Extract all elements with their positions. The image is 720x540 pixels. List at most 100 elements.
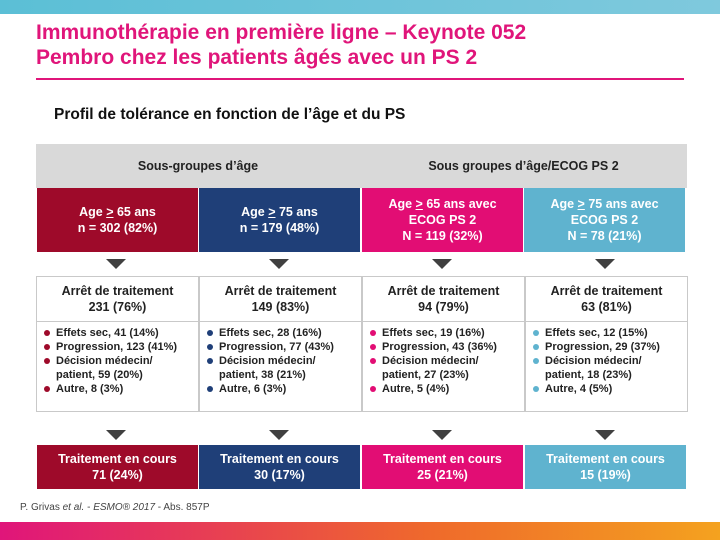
bullet-icon [533,344,539,350]
citation-abstract: - Abs. 857P [155,502,210,513]
stop-label: Arrêt de traitement [61,284,174,298]
header-age-subgroups: Sous-groupes d’âge [36,144,360,188]
bullet-icon [533,358,539,364]
group-age-comparator: > [268,205,276,219]
group-box-age75-ps2: Age > 75 ans avec ECOG PS 2 N = 78 (21%) [524,188,685,252]
reason-text: Progression, 29 (37%) [545,341,660,353]
down-arrow-icon [432,430,452,440]
group-age-threshold: 75 ans avec [584,197,659,211]
bottom-accent-bar [0,522,720,540]
group-box-age65: Age > 65 ans n = 302 (82%) [37,188,198,252]
ongoing-treatment-box: Traitement en cours 71 (24%) [37,445,198,489]
group-age-prefix: Age [79,205,107,219]
ongoing-value: 15 (19%) [580,468,631,482]
ongoing-value: 25 (21%) [417,468,468,482]
reason-text: Effets sec, 19 (16%) [382,327,485,339]
group-box-age65-ps2: Age > 65 ans avec ECOG PS 2 N = 119 (32%… [362,188,523,252]
down-arrow-icon [595,430,615,440]
bullet-icon [44,358,50,364]
title-line-1: Immunothérapie en première ligne – Keyno… [36,21,527,44]
citation-journal: ESMO® 2017 [93,502,156,513]
reason-text: Autre, 5 (4%) [382,383,450,395]
ongoing-treatment-box: Traitement en cours 30 (17%) [199,445,360,489]
bullet-icon [207,358,213,364]
list-item: Progression, 29 (37%) [533,340,683,354]
list-item: Progression, 77 (43%) [207,340,357,354]
bullet-icon [370,344,376,350]
bullet-icon [44,386,50,392]
stop-reasons-list: Effets sec, 19 (16%) Progression, 43 (36… [362,322,525,412]
stop-label: Arrêt de traitement [550,284,663,298]
citation-etal: et al. [62,502,85,513]
reason-text: Décision médecin/ patient, 38 (21%) [219,355,316,381]
group-age-prefix: Age [388,197,416,211]
reason-text: Effets sec, 28 (16%) [219,327,322,339]
ongoing-label: Traitement en cours [383,452,502,466]
stop-value: 63 (81%) [581,300,632,314]
treatment-stop-box: Arrêt de traitement 149 (83%) [199,276,362,322]
title-line-2: Pembro chez les patients âgés avec un PS… [36,46,478,69]
treatment-stop-box: Arrêt de traitement 231 (76%) [36,276,199,322]
reason-text: Effets sec, 12 (15%) [545,327,648,339]
ongoing-value: 30 (17%) [254,468,305,482]
group-age-comparator: > [415,197,423,211]
group-n: n = 302 (82%) [77,221,158,235]
down-arrow-icon [106,430,126,440]
ongoing-treatment-box: Traitement en cours 25 (21%) [362,445,523,489]
stop-label: Arrêt de traitement [224,284,337,298]
reason-text: Progression, 123 (41%) [56,341,178,353]
down-arrow-icon [106,259,126,269]
ongoing-label: Traitement en cours [546,452,665,466]
bullet-icon [370,386,376,392]
reason-text: Autre, 6 (3%) [219,383,287,395]
list-item: Décision médecin/ patient, 38 (21%) [207,354,357,382]
reason-text: Décision médecin/ patient, 27 (23%) [382,355,479,381]
reason-text: Décision médecin/ patient, 18 (23%) [545,355,642,381]
list-item: Effets sec, 28 (16%) [207,326,357,340]
list-item: Décision médecin/ patient, 59 (20%) [44,354,194,382]
citation: P. Grivas et al. - ESMO® 2017 - Abs. 857… [20,502,210,513]
list-item: Effets sec, 12 (15%) [533,326,683,340]
group-n: N = 78 (21%) [567,229,642,243]
ongoing-treatment-box: Traitement en cours 15 (19%) [525,445,686,489]
title-divider [36,78,684,80]
list-item: Décision médecin/ patient, 18 (23%) [533,354,683,382]
bullet-icon [370,330,376,336]
bullet-icon [533,386,539,392]
ongoing-label: Traitement en cours [58,452,177,466]
list-item: Autre, 4 (5%) [533,382,683,396]
bullet-icon [370,358,376,364]
list-item: Décision médecin/ patient, 27 (23%) [370,354,520,382]
list-item: Autre, 6 (3%) [207,382,357,396]
list-item: Progression, 123 (41%) [44,340,194,354]
group-n: n = 179 (48%) [239,221,320,235]
group-age-threshold: 75 ans [275,205,318,219]
citation-separator: - [84,502,94,513]
reason-text: Effets sec, 41 (14%) [56,327,159,339]
group-age-prefix: Age [241,205,269,219]
down-arrow-icon [269,430,289,440]
down-arrow-icon [269,259,289,269]
ongoing-label: Traitement en cours [220,452,339,466]
stop-value: 231 (76%) [88,300,147,314]
group-n: N = 119 (32%) [402,229,483,243]
list-item: Autre, 5 (4%) [370,382,520,396]
reason-text: Décision médecin/ patient, 59 (20%) [56,355,153,381]
reason-text: Progression, 43 (36%) [382,341,497,353]
treatment-stop-box: Arrêt de traitement 63 (81%) [525,276,688,322]
ongoing-value: 71 (24%) [92,468,143,482]
list-item: Autre, 8 (3%) [44,382,194,396]
group-age-comparator: > [577,197,585,211]
top-accent-bar [0,0,720,14]
group-ecog: ECOG PS 2 [408,213,477,227]
group-age-threshold: 65 ans avec [422,197,497,211]
down-arrow-icon [595,259,615,269]
bullet-icon [207,330,213,336]
stop-reasons-list: Effets sec, 12 (15%) Progression, 29 (37… [525,322,688,412]
group-age-prefix: Age [550,197,578,211]
stop-reasons-list: Effets sec, 41 (14%) Progression, 123 (4… [36,322,199,412]
reason-text: Progression, 77 (43%) [219,341,334,353]
treatment-stop-box: Arrêt de traitement 94 (79%) [362,276,525,322]
list-item: Progression, 43 (36%) [370,340,520,354]
group-age-threshold: 65 ans [113,205,156,219]
